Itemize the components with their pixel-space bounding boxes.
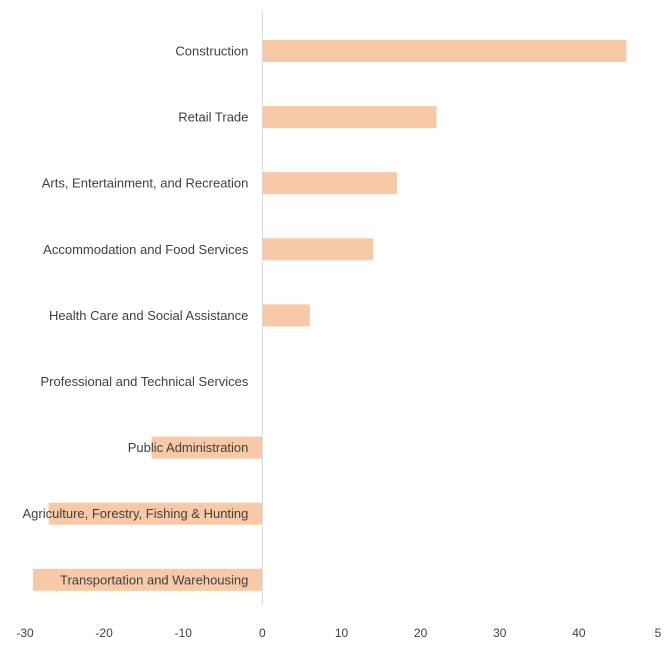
x-tick-label: -30 bbox=[16, 626, 34, 640]
x-tick-label: 40 bbox=[572, 626, 586, 640]
x-tick-label: 30 bbox=[493, 626, 507, 640]
x-tick-labels-group: -30 -20 -10 0 10 20 30 40 5 bbox=[16, 626, 661, 640]
category-label: Agriculture, Forestry, Fishing & Hunting bbox=[22, 506, 248, 521]
x-tick-label: 5 bbox=[655, 626, 662, 640]
bar-3 bbox=[262, 238, 374, 261]
x-tick-label: -20 bbox=[95, 626, 113, 640]
bar-2 bbox=[262, 172, 397, 195]
bar-1 bbox=[262, 106, 437, 129]
x-tick-label: 0 bbox=[259, 626, 266, 640]
bar-7 bbox=[48, 502, 263, 525]
category-label: Professional and Technical Services bbox=[41, 374, 249, 389]
x-tick-label: 10 bbox=[335, 626, 349, 640]
bars-group bbox=[32, 40, 627, 591]
category-label: Arts, Entertainment, and Recreation bbox=[42, 176, 249, 191]
category-label: Health Care and Social Assistance bbox=[49, 308, 248, 323]
category-label: Accommodation and Food Services bbox=[43, 242, 249, 257]
bar-4 bbox=[262, 304, 310, 327]
bar-0 bbox=[262, 40, 627, 62]
x-tick-label: 20 bbox=[414, 626, 428, 640]
category-label: Transportation and Warehousing bbox=[60, 572, 248, 587]
category-label: Public Administration bbox=[128, 440, 249, 455]
bar-6 bbox=[151, 436, 263, 459]
category-label: Construction bbox=[175, 44, 248, 59]
bar-8 bbox=[32, 568, 263, 591]
x-tick-label: -10 bbox=[175, 626, 193, 640]
category-labels-group: Construction Retail Trade Arts, Entertainm… bbox=[22, 44, 248, 588]
category-label: Retail Trade bbox=[178, 110, 248, 125]
